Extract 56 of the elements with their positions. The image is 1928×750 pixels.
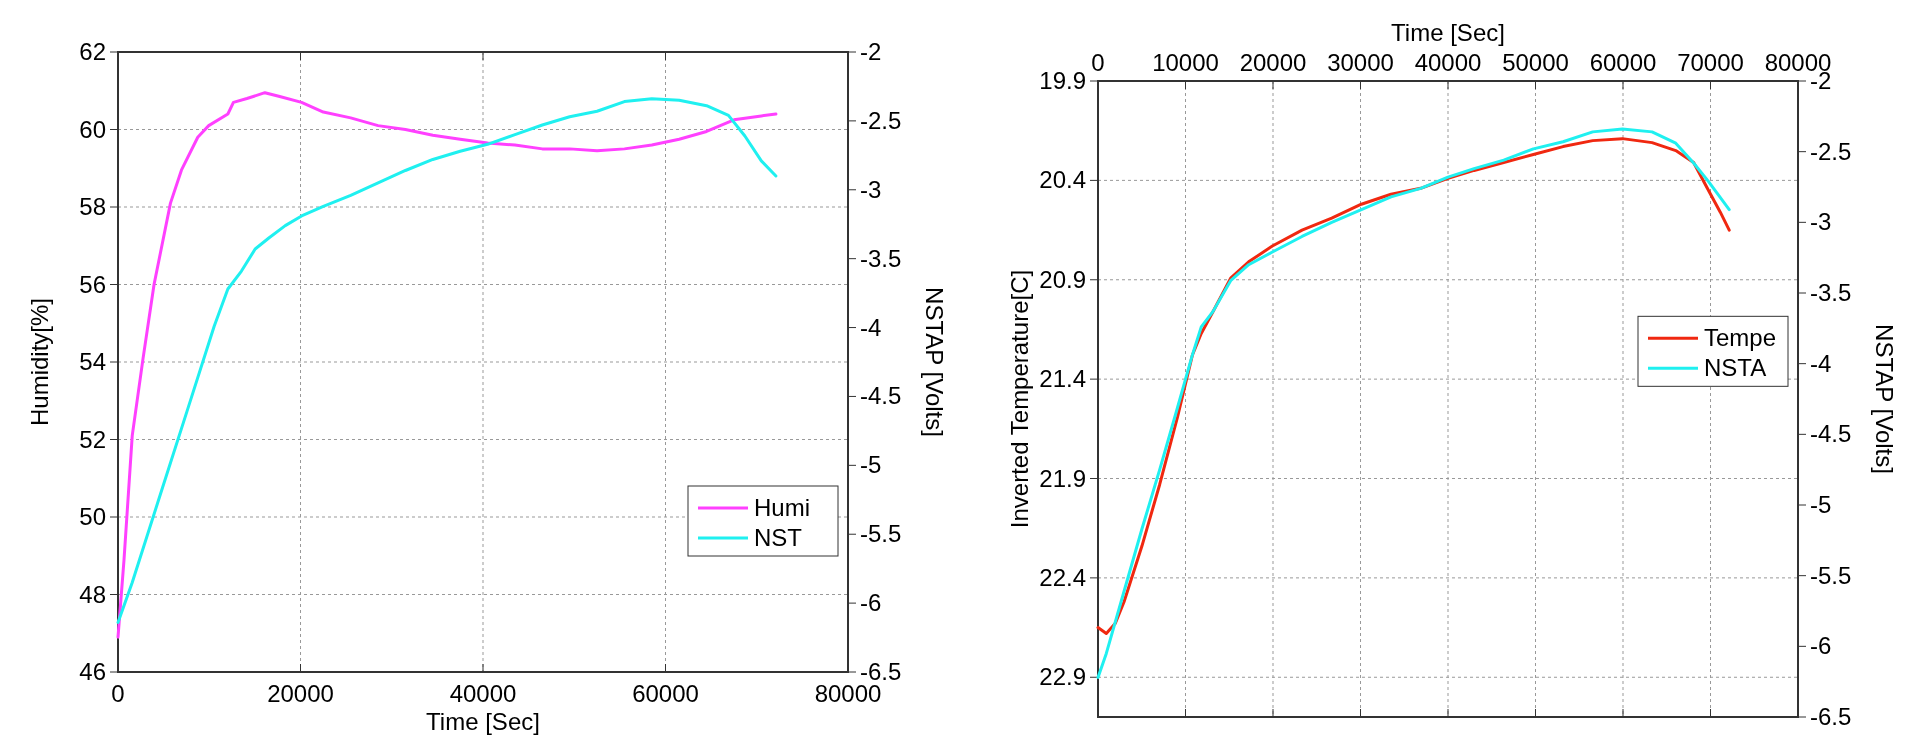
x-tick-label: 20000 — [267, 680, 334, 707]
x-tick-label: 0 — [1091, 49, 1105, 76]
x-tick-label: 40000 — [449, 680, 517, 707]
y-tick-label: 56 — [79, 270, 106, 298]
y-tick-label: 48 — [79, 580, 106, 608]
x-tick-label: 60000 — [632, 680, 699, 707]
y2-tick-label: -5.5 — [1810, 561, 1852, 589]
y2-tick-label: -6 — [860, 589, 882, 617]
x-tick-label: 40000 — [1414, 49, 1482, 76]
x-axis-title: Time [Sec] — [1391, 19, 1505, 46]
y2-tick-label: -2.5 — [860, 106, 902, 134]
y-tick-label: 22.9 — [1039, 663, 1086, 691]
x-tick-label: 0 — [111, 680, 125, 707]
y-tick-label: 62 — [79, 38, 106, 65]
x-tick-label: 60000 — [1589, 49, 1657, 76]
y2-tick-label: -3 — [860, 175, 882, 203]
legend-label: NST — [754, 524, 803, 551]
legend-label: Tempe — [1704, 324, 1777, 352]
y2-tick-label: -3 — [1810, 208, 1832, 236]
y-axis-title: Inverted Temperature[C] — [1006, 269, 1033, 529]
y-tick-label: 21.9 — [1039, 464, 1086, 492]
y-tick-label: 58 — [79, 193, 106, 220]
y-tick-label: 60 — [79, 115, 106, 143]
y-tick-label: 46 — [79, 658, 106, 685]
y2-tick-label: -4 — [860, 313, 882, 341]
y-tick-label: 22.4 — [1039, 563, 1086, 591]
y-axis-title: Humidity[%] — [26, 297, 53, 427]
y-tick-label: 20.4 — [1039, 166, 1086, 194]
x-tick-label: 10000 — [1152, 49, 1219, 76]
x-tick-label: 20000 — [1239, 49, 1307, 76]
y-tick-label: 19.9 — [1039, 67, 1086, 94]
y-tick-label: 52 — [79, 425, 106, 453]
y-tick-label: 50 — [79, 503, 106, 530]
y2-tick-label: -6.5 — [1810, 703, 1852, 730]
x-tick-label: 70000 — [1677, 49, 1744, 76]
x-axis-title: Time [Sec] — [426, 708, 540, 735]
y2-tick-label: -3.5 — [1810, 279, 1852, 306]
y2-tick-label: -5.5 — [860, 520, 902, 548]
y2-axis-title: NSTAP [Volts] — [1871, 324, 1898, 474]
y-tick-label: 20.9 — [1039, 265, 1086, 293]
y2-tick-label: -2 — [860, 38, 882, 65]
y2-tick-label: -4 — [1810, 349, 1832, 377]
y2-tick-label: -3.5 — [860, 244, 902, 272]
y2-tick-label: -4.5 — [1810, 420, 1852, 448]
legend-label: Humi — [754, 494, 811, 521]
x-tick-label: 30000 — [1327, 49, 1394, 76]
y2-tick-label: -6 — [1810, 632, 1832, 660]
x-tick-label: 50000 — [1502, 49, 1569, 76]
y2-tick-label: -5 — [1810, 491, 1832, 518]
y2-tick-label: -4.5 — [860, 382, 902, 410]
y-tick-label: 54 — [79, 348, 106, 375]
legend-label: NSTA — [1704, 354, 1767, 382]
y2-tick-label: -2.5 — [1810, 137, 1852, 165]
y2-tick-label: -5 — [860, 451, 882, 479]
y2-axis-title: NSTAP [Volts] — [921, 287, 948, 437]
y-tick-label: 21.4 — [1039, 365, 1086, 393]
